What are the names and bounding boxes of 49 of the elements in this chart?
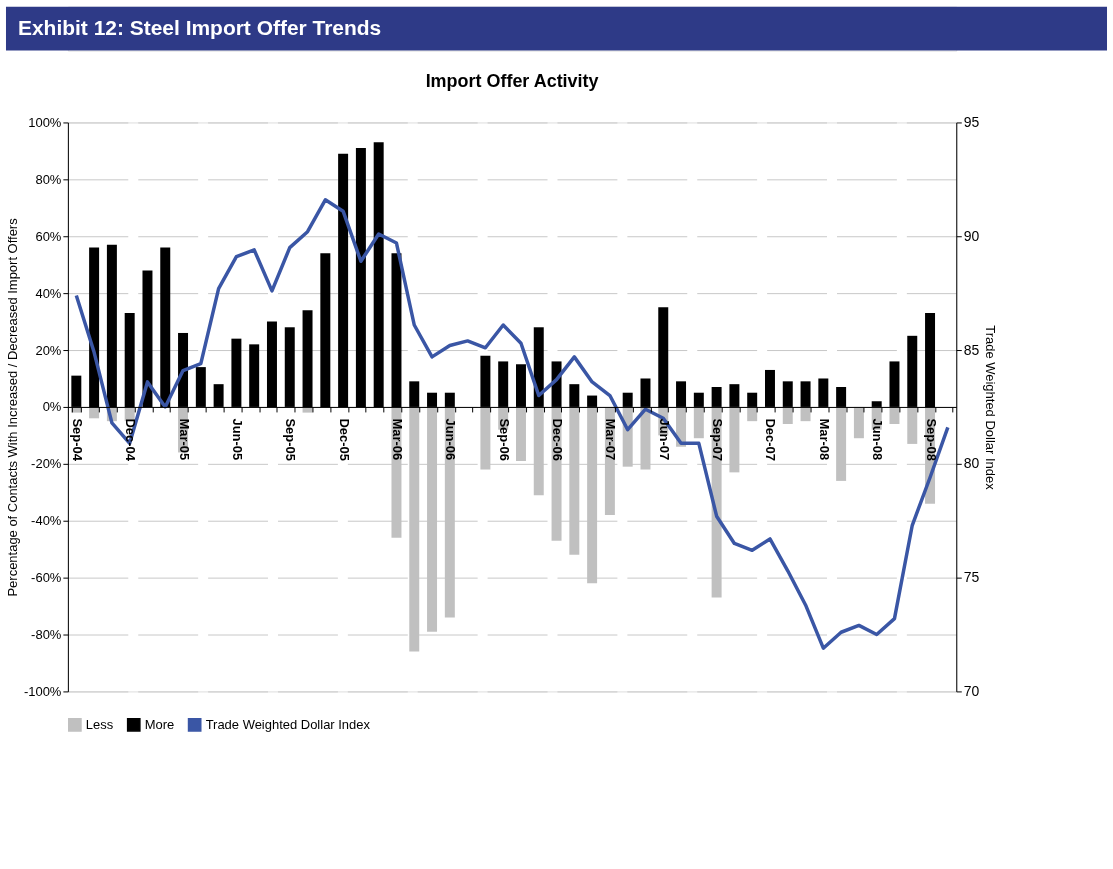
x-tick-label: Dec-04 [123,418,139,462]
y-tick-label: 0% [42,399,62,415]
y2-tick-label: 80 [963,455,980,472]
y-tick-label: -100% [23,683,62,699]
bar [853,406,864,439]
y-tick-label: -40% [31,513,62,529]
x-tick-label: Sep-07 [710,418,726,461]
x-tick-label: Jun-07 [656,418,672,461]
x-tick-label: Mar-07 [603,418,619,461]
y2-tick-label: 95 [963,113,980,130]
bar [693,406,704,439]
x-tick-label: Sep-05 [283,418,299,461]
y-tick-label: 80% [35,171,62,187]
x-tick-label: Sep-06 [496,418,512,461]
x-tick-label: Dec-05 [336,418,352,461]
x-tick-label: Jun-08 [870,418,886,461]
bar [515,406,526,461]
y2-axis-title: Trade Weighted Dollar Index [983,325,999,491]
x-tick-label: Dec-06 [550,418,566,461]
y-tick-label: -80% [31,627,62,643]
y-tick-label: 60% [35,228,62,244]
y2-tick-label: 85 [963,341,980,358]
y-tick-label: 100% [28,114,62,130]
bar [907,406,918,444]
x-tick-label: Mar-06 [389,418,405,461]
y-tick-label: -20% [31,456,62,472]
y2-tick-label: 70 [963,682,980,699]
bar [89,406,100,419]
legend-label: Trade Weighted Dollar Index [205,716,371,732]
y-tick-label: -60% [31,570,62,586]
y-tick-label: 40% [35,285,62,301]
legend-label: More [144,716,175,732]
x-tick-label: Sep-04 [69,418,85,462]
chart-title: Exhibit 12: Steel Import Offer Trends [17,15,382,39]
bar [782,406,793,424]
x-tick-label: Jun-05 [229,418,245,461]
y-tick-label: 20% [35,342,62,358]
y2-tick-label: 90 [963,227,980,244]
x-tick-label: Jun-06 [443,418,459,461]
x-tick-label: Mar-05 [176,418,192,461]
chart-subtitle: Import Offer Activity [425,70,599,91]
bar [747,406,758,422]
legend-label: Less [85,716,114,732]
y2-tick-label: 75 [963,569,980,586]
y-axis-title: Percentage of Contacts With Increased / Decreased Import Offers [4,217,20,597]
x-tick-label: Mar-08 [816,418,832,461]
x-tick-label: Sep-08 [923,418,939,461]
x-tick-label: Dec-07 [763,418,779,461]
bar [889,406,900,424]
